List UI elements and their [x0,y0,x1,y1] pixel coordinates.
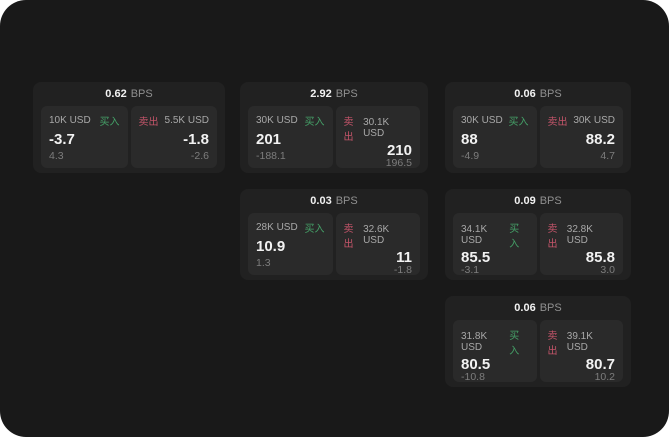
buy-price: 85.5 [461,249,491,266]
sell-quote-panel[interactable]: 卖出 32.8K USD 85.8 3.0 [539,213,623,276]
sell-quote-panel[interactable]: 卖出 30K USD 88.2 4.7 [539,106,623,168]
buy-quote-panel[interactable]: 34.1K USD 买入 85.5 -3.1 [453,213,537,275]
sell-sub-value: 4.7 [600,149,615,162]
buy-size: 10K USD [49,115,91,126]
buy-side-label: 买入 [509,224,520,250]
quote-card: 0.62 BPS 10K USD 买入 -3.7 4.3 卖出 5.5K USD… [33,82,225,173]
sell-sub-value: 10.2 [594,371,615,383]
sell-price: 88.2 [585,130,615,148]
sell-size: 30.1K USD [363,117,390,139]
sell-size: 30K USD [573,115,615,126]
buy-quote-panel[interactable]: 30K USD 买入 201 -188.1 [248,106,333,168]
buy-price: 10.9 [256,237,286,255]
quote-card: 0.09 BPS 34.1K USD 买入 85.5 -3.1 卖出 32.8K… [445,189,631,280]
buy-size: 30K USD [256,115,298,126]
buy-price: -3.7 [49,130,75,148]
buy-side-label: 买入 [304,224,325,235]
bps-unit-label: BPS [539,302,562,314]
buy-sub-value: -10.8 [461,371,485,383]
buy-price: 80.5 [461,356,491,373]
sell-price: 80.7 [585,356,615,373]
sell-sub-value: 3.0 [600,264,615,276]
buy-side-label: 买入 [508,117,529,128]
buy-side-label: 买入 [99,117,120,128]
bps-unit-label: BPS [335,195,358,207]
buy-price: 88 [461,130,478,148]
buy-quote-panel[interactable]: 10K USD 买入 -3.7 4.3 [41,106,128,168]
sell-quote-panel[interactable]: 卖出 5.5K USD -1.8 -2.6 [130,106,217,168]
buy-price: 201 [256,130,282,148]
buy-sub-value: 1.3 [256,256,271,269]
buy-sub-value: -188.1 [256,149,286,162]
quote-card: 0.03 BPS 28K USD 买入 10.9 1.3 卖出 32.6K US… [240,189,428,280]
bps-unit-label: BPS [335,88,358,100]
sell-side-label: 卖出 [343,117,354,143]
bps-unit-label: BPS [539,195,562,207]
sell-quote-panel[interactable]: 卖出 39.1K USD 80.7 10.2 [539,320,623,383]
quote-card: 0.06 BPS 31.8K USD 买入 80.5 -10.8 卖出 39.1… [445,296,631,387]
sell-sub-value: -1.8 [393,264,412,276]
sell-side-label: 卖出 [547,224,558,250]
sell-price: -1.8 [183,130,209,148]
sell-price: 85.8 [585,249,615,266]
card-header: 0.03 BPS [248,189,420,213]
bps-value: 0.06 [514,88,536,100]
bps-unit-label: BPS [539,88,562,100]
bps-value: 2.92 [310,88,332,100]
buy-side-label: 买入 [304,117,325,128]
buy-sub-value: -4.9 [461,149,480,162]
quote-card: 0.06 BPS 30K USD 买入 88 -4.9 卖出 30K USD 8… [445,82,631,173]
sell-size: 39.1K USD [566,331,593,353]
card-header: 0.62 BPS [41,82,217,106]
sell-side-label: 卖出 [547,331,558,357]
buy-quote-panel[interactable]: 31.8K USD 买入 80.5 -10.8 [453,320,537,382]
quote-card: 2.92 BPS 30K USD 买入 201 -188.1 卖出 30.1K … [240,82,428,173]
buy-quote-panel[interactable]: 28K USD 买入 10.9 1.3 [248,213,333,275]
buy-size: 30K USD [461,115,503,126]
bps-value: 0.06 [514,302,536,314]
bps-value: 0.09 [514,195,536,207]
card-header: 0.06 BPS [453,82,623,106]
bps-value: 0.62 [105,88,127,100]
sell-size: 32.6K USD [363,224,390,246]
sell-side-label: 卖出 [138,117,159,128]
buy-size: 31.8K USD [461,331,488,353]
sell-price: 11 [396,249,412,266]
card-header: 0.09 BPS [453,189,623,213]
buy-sub-value: 4.3 [49,149,64,162]
sell-price: 210 [386,142,412,159]
bps-value: 0.03 [310,195,332,207]
buy-side-label: 买入 [509,331,520,357]
sell-side-label: 卖出 [343,224,354,250]
buy-sub-value: -3.1 [461,264,480,276]
sell-size: 32.8K USD [566,224,593,246]
buy-size: 28K USD [256,222,298,233]
buy-size: 34.1K USD [461,224,488,246]
sell-sub-value: -2.6 [190,149,209,162]
card-header: 0.06 BPS [453,296,623,320]
card-header: 2.92 BPS [248,82,420,106]
sell-sub-value: 196.5 [385,157,412,169]
sell-size: 5.5K USD [164,115,209,126]
sell-quote-panel[interactable]: 卖出 32.6K USD 11 -1.8 [335,213,420,276]
sell-side-label: 卖出 [547,117,568,128]
sell-quote-panel[interactable]: 卖出 30.1K USD 210 196.5 [335,106,420,169]
bps-unit-label: BPS [130,88,153,100]
buy-quote-panel[interactable]: 30K USD 买入 88 -4.9 [453,106,537,168]
